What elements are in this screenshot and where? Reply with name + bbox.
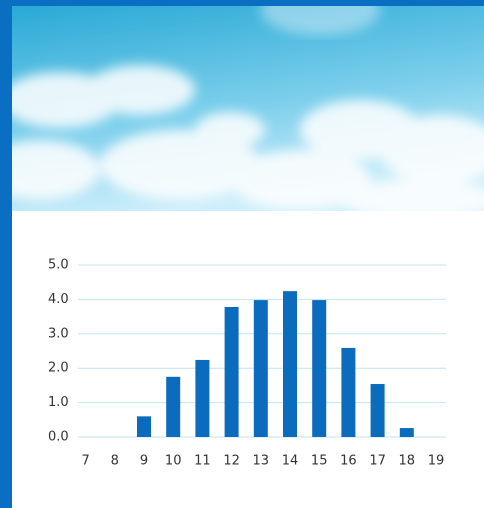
x-tick-label: 12 [223,454,240,469]
top-border [0,0,484,6]
x-tick-label: 13 [253,454,270,469]
x-tick-label: 19 [428,454,445,469]
bar [166,376,181,437]
x-tick-label: 8 [111,454,119,469]
y-tick-label: 1.0 [48,395,69,410]
y-tick-label: 3.0 [48,326,69,341]
x-tick-label: 18 [399,454,416,469]
bar [224,306,239,437]
bar [195,359,210,437]
y-tick-label: 4.0 [48,292,69,307]
y-tick-label: 5.0 [48,258,69,273]
x-tick-label: 14 [282,454,299,469]
x-tick-label: 7 [81,454,89,469]
bar [370,384,385,437]
bar [341,347,356,437]
y-tick-label: 0.0 [48,430,69,445]
x-tick-label: 9 [140,454,148,469]
bar [399,428,414,437]
x-tick-label: 17 [369,454,386,469]
y-tick-label: 2.0 [48,361,69,376]
bar [253,300,268,437]
bar [137,416,151,437]
sky-banner [0,0,484,220]
bar [283,291,297,437]
x-tick-label: 11 [194,454,211,469]
left-border [0,0,12,508]
bar [312,300,327,437]
x-tick-label: 10 [165,454,182,469]
x-tick-label: 15 [311,454,328,469]
x-tick-label: 16 [340,454,357,469]
